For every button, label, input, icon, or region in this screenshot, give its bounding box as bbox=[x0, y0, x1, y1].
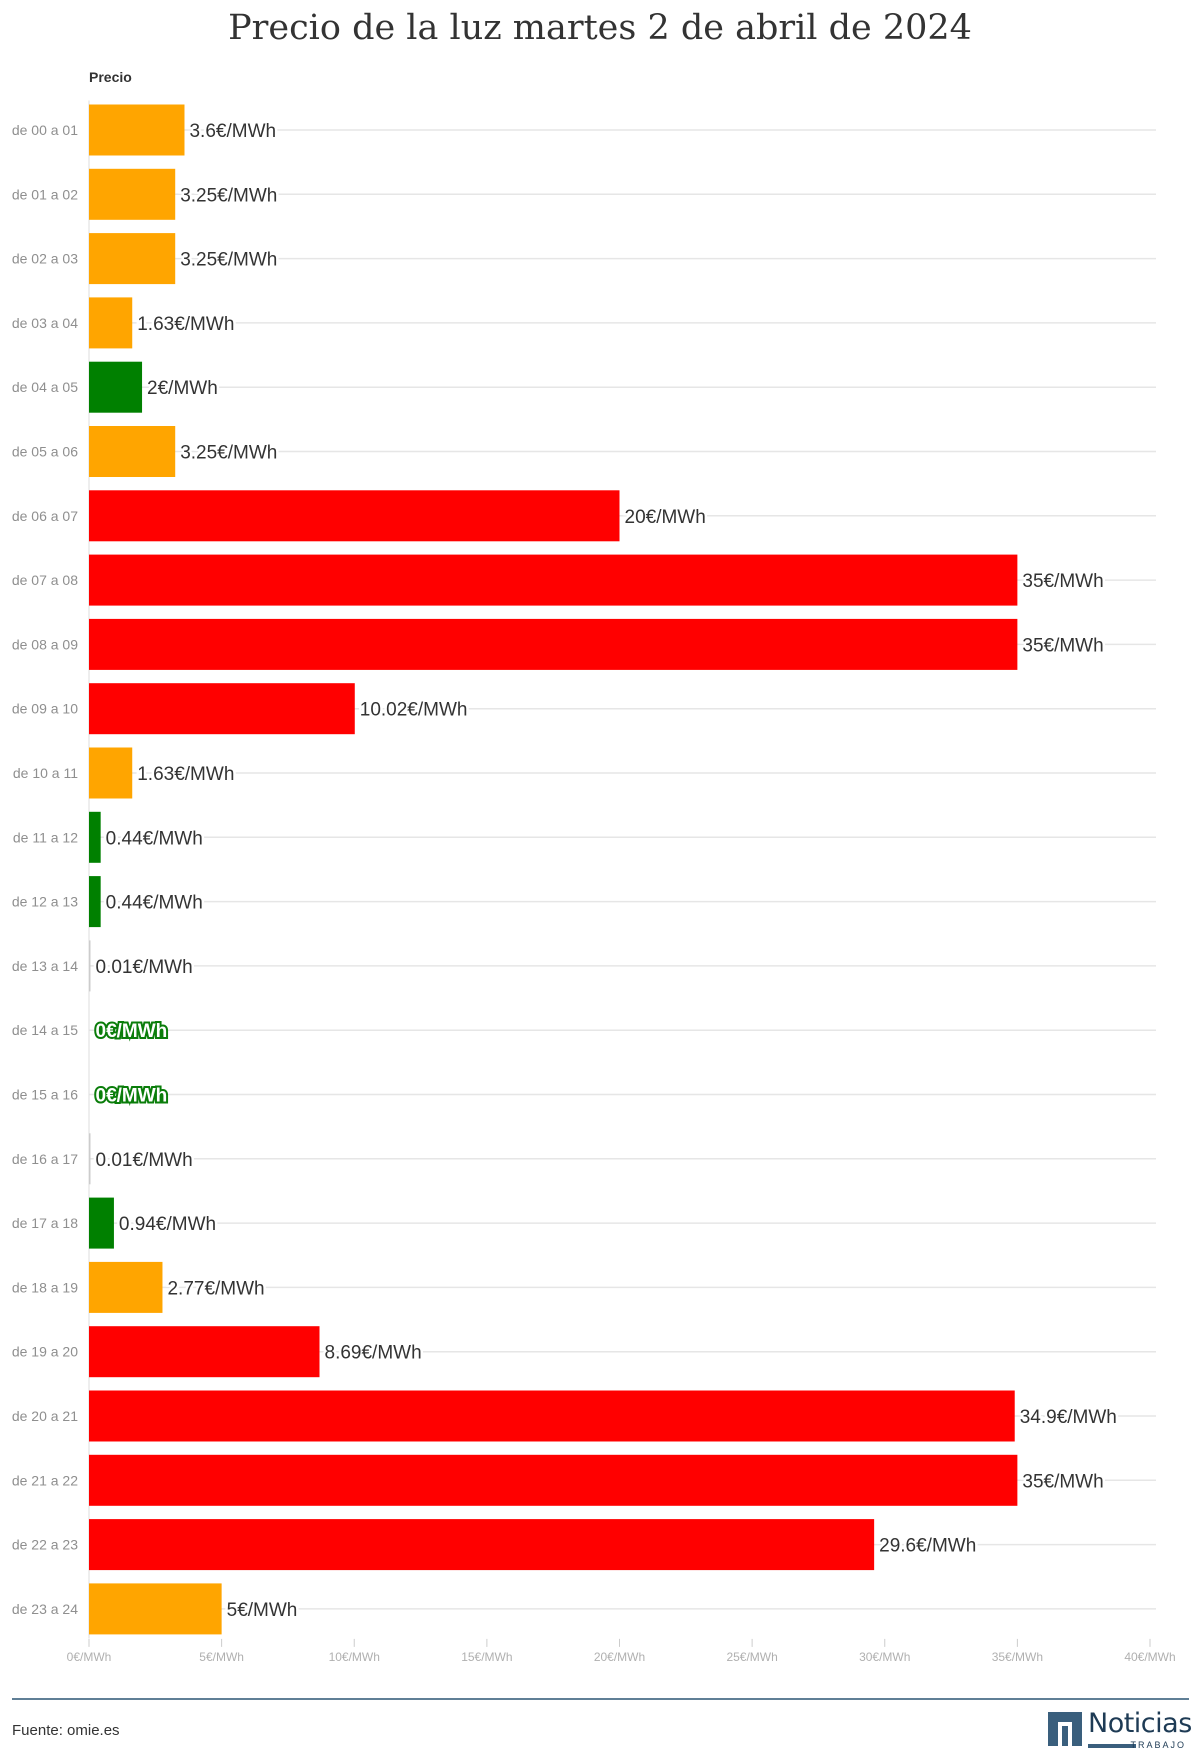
data-label: 0.44€/MWh bbox=[106, 828, 203, 849]
data-label: 0.01€/MWh bbox=[96, 957, 193, 978]
category-label: de 16 a 17 bbox=[12, 1151, 78, 1167]
data-label: 3.25€/MWh bbox=[180, 185, 277, 206]
category-label: de 02 a 03 bbox=[12, 251, 78, 267]
category-label: de 09 a 10 bbox=[12, 701, 78, 717]
category-label: de 00 a 01 bbox=[12, 122, 78, 138]
data-label: 1.63€/MWh bbox=[137, 314, 234, 335]
bar bbox=[89, 426, 176, 477]
data-label: 8.69€/MWh bbox=[325, 1343, 422, 1364]
x-tick-label: 0€/MWh bbox=[67, 1650, 112, 1664]
category-label: de 05 a 06 bbox=[12, 444, 78, 460]
bar bbox=[89, 168, 176, 220]
bar bbox=[89, 297, 133, 349]
bar bbox=[89, 1583, 222, 1635]
data-label: 0.01€/MWh bbox=[96, 1150, 193, 1171]
value-labels: 3.6€/MWh 3.25€/MWh 3.25€/MWh 1.63€/MWh 2€/MW… bbox=[93, 119, 1119, 1624]
category-label: de 23 a 24 bbox=[12, 1601, 78, 1617]
category-label: de 22 a 23 bbox=[12, 1537, 78, 1553]
bar bbox=[89, 618, 1018, 670]
bar bbox=[89, 1390, 1015, 1442]
column-header: Precio bbox=[89, 69, 132, 85]
x-tick-label: 35€/MWh bbox=[992, 1650, 1043, 1664]
x-tick-label: 10€/MWh bbox=[329, 1650, 380, 1664]
bar bbox=[89, 940, 91, 992]
data-label: 20€/MWh bbox=[625, 507, 706, 528]
data-label: 3.25€/MWh bbox=[180, 250, 277, 271]
bar bbox=[89, 1133, 91, 1185]
bar bbox=[89, 1454, 1018, 1506]
data-label: 10.02€/MWh bbox=[360, 700, 468, 721]
data-label: 3.25€/MWh bbox=[180, 443, 277, 464]
bar bbox=[89, 747, 133, 799]
category-label: de 04 a 05 bbox=[12, 379, 78, 395]
x-tick-label: 40€/MWh bbox=[1124, 1650, 1175, 1664]
bar bbox=[89, 1519, 875, 1571]
category-label: de 10 a 11 bbox=[13, 765, 78, 781]
bar bbox=[89, 811, 101, 863]
logo-name: Noticias bbox=[1088, 1708, 1192, 1739]
bar bbox=[89, 1261, 163, 1313]
x-tick-label: 20€/MWh bbox=[594, 1650, 645, 1664]
logo-mark-icon bbox=[1048, 1712, 1082, 1746]
category-label: de 15 a 16 bbox=[12, 1087, 78, 1103]
bar bbox=[89, 361, 143, 413]
category-label: de 18 a 19 bbox=[12, 1279, 78, 1295]
bar bbox=[89, 554, 1018, 606]
x-tick-label: 5€/MWh bbox=[199, 1650, 244, 1664]
bar bbox=[89, 233, 176, 285]
category-label: de 20 a 21 bbox=[12, 1408, 78, 1424]
x-tick-label: 30€/MWh bbox=[859, 1650, 910, 1664]
data-label: 0€/MWh bbox=[96, 1086, 168, 1107]
bars-group bbox=[89, 104, 1018, 1635]
data-label: 35€/MWh bbox=[1022, 571, 1103, 592]
footer-divider bbox=[12, 1698, 1189, 1700]
x-axis-ticks: 0€/MWh 5€/MWh 10€/MWh 15€/MWh 20€/MWh 25€/MWh… bbox=[67, 1638, 1176, 1664]
data-label: 0€/MWh bbox=[96, 1021, 168, 1042]
category-label: de 14 a 15 bbox=[12, 1022, 78, 1038]
data-label: 3.6€/MWh bbox=[189, 121, 276, 142]
category-label: de 17 a 18 bbox=[12, 1215, 78, 1231]
data-label: 0.94€/MWh bbox=[119, 1214, 216, 1235]
category-label: de 19 a 20 bbox=[12, 1344, 78, 1360]
bar bbox=[89, 683, 355, 735]
data-label: 5€/MWh bbox=[227, 1600, 298, 1621]
data-label: 1.63€/MWh bbox=[137, 764, 234, 785]
data-label: 35€/MWh bbox=[1022, 1471, 1103, 1492]
source-note: Fuente: omie.es bbox=[12, 1722, 120, 1739]
category-label: de 13 a 14 bbox=[12, 958, 78, 974]
data-label: 0.44€/MWh bbox=[106, 893, 203, 914]
logo-underline bbox=[1088, 1744, 1136, 1748]
category-label: de 21 a 22 bbox=[12, 1472, 78, 1488]
bar bbox=[89, 876, 101, 928]
chart-title: Precio de la luz martes 2 de abril de 20… bbox=[228, 8, 972, 48]
bar bbox=[89, 490, 620, 542]
x-tick-label: 15€/MWh bbox=[461, 1650, 512, 1664]
category-label: de 12 a 13 bbox=[12, 894, 78, 910]
category-label: de 03 a 04 bbox=[12, 315, 78, 331]
logo-sub: TRABAJO bbox=[1130, 1740, 1186, 1750]
category-label: de 11 a 12 bbox=[13, 829, 78, 845]
bar bbox=[89, 1197, 114, 1249]
data-label: 29.6€/MWh bbox=[879, 1536, 976, 1557]
category-label: de 01 a 02 bbox=[12, 186, 78, 202]
category-labels: de 00 a 01 de 01 a 02 de 02 a 03 de 03 a 04… bbox=[12, 122, 78, 1617]
category-label: de 08 a 09 bbox=[12, 636, 78, 652]
data-label: 2€/MWh bbox=[147, 378, 218, 399]
bar bbox=[89, 1326, 320, 1378]
x-tick-label: 25€/MWh bbox=[726, 1650, 777, 1664]
data-label: 34.9€/MWh bbox=[1020, 1407, 1117, 1428]
category-label: de 07 a 08 bbox=[12, 572, 78, 588]
data-label: 2.77€/MWh bbox=[167, 1278, 264, 1299]
category-label: de 06 a 07 bbox=[12, 508, 78, 524]
data-label: 35€/MWh bbox=[1022, 635, 1103, 656]
noticias-trabajo-logo: Noticias TRABAJO bbox=[1044, 1708, 1192, 1752]
bar bbox=[89, 104, 185, 156]
